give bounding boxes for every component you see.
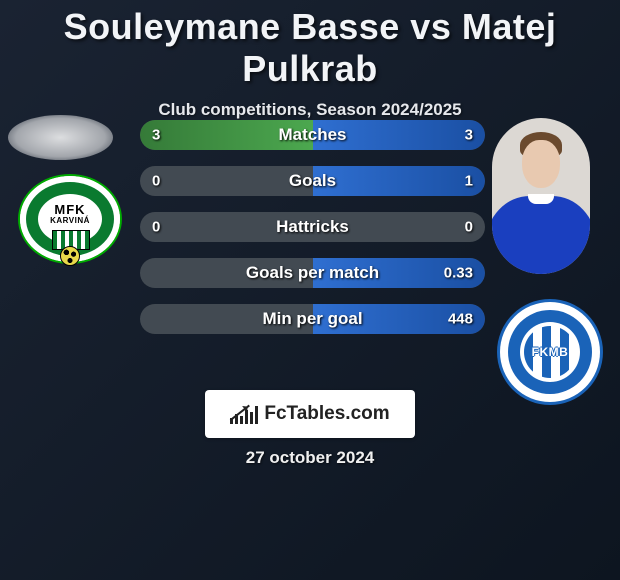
stat-value-right: 0.33 (444, 265, 473, 282)
stat-label: Goals (289, 171, 336, 191)
player-right-photo (492, 118, 590, 274)
player-left-photo-placeholder (8, 115, 113, 160)
brand-badge: FcTables.com (205, 390, 415, 438)
footer-date: 27 october 2024 (0, 448, 620, 468)
stat-row: 3 Matches 3 (140, 120, 485, 150)
stat-label: Min per goal (262, 309, 362, 329)
fkmb-badge-text: FKMB (532, 345, 569, 359)
stat-label: Hattricks (276, 217, 349, 237)
stat-value-right: 3 (465, 127, 473, 144)
stat-label: Matches (278, 125, 346, 145)
stat-row: Goals per match 0.33 (140, 258, 485, 288)
stat-value-left: 0 (152, 219, 160, 236)
player-right-club-badge: FKMB (500, 302, 600, 402)
page-subtitle: Club competitions, Season 2024/2025 (0, 100, 620, 120)
stat-value-right: 448 (448, 311, 473, 328)
stat-value-right: 0 (465, 219, 473, 236)
karvina-mfk-text: MFK (38, 202, 102, 217)
stat-label: Goals per match (246, 263, 379, 283)
fkmb-badge-icon: FKMB (500, 302, 600, 402)
stat-row: 0 Hattricks 0 (140, 212, 485, 242)
brand-text: FcTables.com (264, 403, 389, 425)
comparison-card: Souleymane Basse vs Matej Pulkrab Club c… (0, 0, 620, 580)
stat-rows: 3 Matches 3 0 Goals 1 0 Hattricks 0 Goals per mat… (140, 120, 485, 350)
stat-value-right: 1 (465, 173, 473, 190)
karvina-badge-icon: MFK KARVINÁ (20, 176, 120, 262)
brand-chart-icon (230, 404, 258, 424)
stat-value-left: 3 (152, 127, 160, 144)
stat-row: Min per goal 448 (140, 304, 485, 334)
stat-row: 0 Goals 1 (140, 166, 485, 196)
karvina-club-text: KARVINÁ (38, 216, 102, 225)
player-left-club-badge: MFK KARVINÁ (20, 176, 120, 262)
stat-bar-right-fill (313, 166, 486, 196)
stat-value-left: 0 (152, 173, 160, 190)
page-title: Souleymane Basse vs Matej Pulkrab (0, 6, 620, 90)
